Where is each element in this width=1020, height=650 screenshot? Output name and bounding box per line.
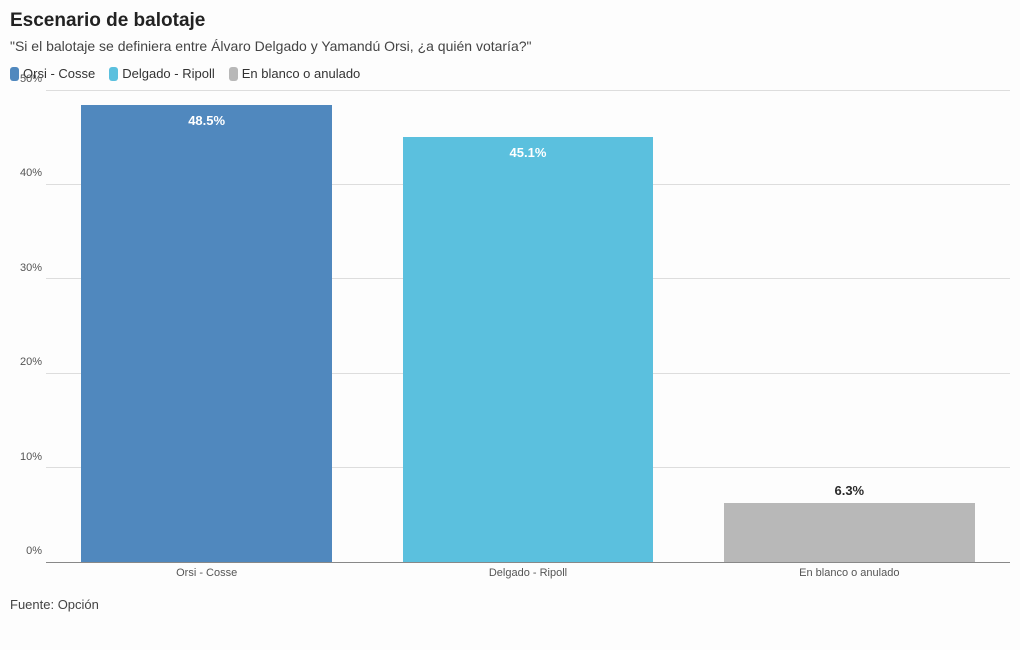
bar-value-label-0: 48.5% — [81, 113, 332, 128]
legend-item-2: En blanco o anulado — [229, 66, 361, 81]
y-tick-0: 0% — [26, 545, 42, 557]
y-tick-2: 20% — [20, 356, 42, 368]
chart-area: 0% 10% 20% 30% 40% 50% 48.5% 45. — [10, 91, 1010, 581]
chart-container: Escenario de balotaje "Si el balotaje se… — [10, 10, 1010, 640]
plot-area: 48.5% 45.1% 6.3% — [46, 91, 1010, 563]
chart-title: Escenario de balotaje — [10, 10, 1010, 32]
y-tick-4: 40% — [20, 167, 42, 179]
bar-1: 45.1% — [403, 137, 654, 562]
bar-value-label-1: 45.1% — [403, 145, 654, 160]
x-label-0: Orsi - Cosse — [46, 563, 367, 581]
y-tick-3: 30% — [20, 262, 42, 274]
bar-col-2: 6.3% — [689, 91, 1010, 562]
bars-group: 48.5% 45.1% 6.3% — [46, 91, 1010, 562]
legend-swatch-1 — [109, 67, 118, 81]
legend: Orsi - Cosse Delgado - Ripoll En blanco … — [10, 66, 1010, 81]
bar-value-label-2: 6.3% — [724, 483, 975, 498]
bar-col-1: 45.1% — [367, 91, 688, 562]
bar-0: 48.5% — [81, 105, 332, 562]
x-axis-labels: Orsi - Cosse Delgado - Ripoll En blanco … — [46, 563, 1010, 581]
y-axis: 0% 10% 20% 30% 40% 50% — [10, 91, 46, 563]
x-label-2: En blanco o anulado — [689, 563, 1010, 581]
legend-swatch-0 — [10, 67, 19, 81]
x-label-1: Delgado - Ripoll — [367, 563, 688, 581]
bar-2: 6.3% — [724, 503, 975, 562]
legend-label-2: En blanco o anulado — [242, 66, 361, 81]
legend-swatch-2 — [229, 67, 238, 81]
bar-col-0: 48.5% — [46, 91, 367, 562]
legend-item-1: Delgado - Ripoll — [109, 66, 215, 81]
y-tick-5: 50% — [20, 73, 42, 85]
chart-subtitle: "Si el balotaje se definiera entre Álvar… — [10, 38, 1010, 54]
legend-label-1: Delgado - Ripoll — [122, 66, 215, 81]
source-note: Fuente: Opción — [10, 597, 1010, 612]
y-tick-1: 10% — [20, 451, 42, 463]
